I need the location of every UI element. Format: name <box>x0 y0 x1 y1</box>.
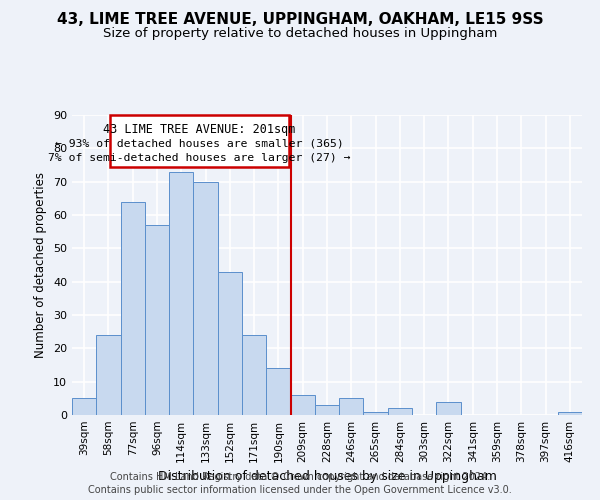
Bar <box>266 368 290 415</box>
Bar <box>558 412 582 415</box>
Text: ← 93% of detached houses are smaller (365): ← 93% of detached houses are smaller (36… <box>55 138 344 148</box>
Bar <box>339 398 364 415</box>
Bar <box>145 225 169 415</box>
Bar <box>121 202 145 415</box>
Text: 7% of semi-detached houses are larger (27) →: 7% of semi-detached houses are larger (2… <box>48 154 351 164</box>
Bar <box>218 272 242 415</box>
Bar <box>388 408 412 415</box>
Text: 43 LIME TREE AVENUE: 201sqm: 43 LIME TREE AVENUE: 201sqm <box>103 124 296 136</box>
Text: Contains HM Land Registry data © Crown copyright and database right 2024.: Contains HM Land Registry data © Crown c… <box>110 472 490 482</box>
Bar <box>315 405 339 415</box>
Text: Contains public sector information licensed under the Open Government Licence v3: Contains public sector information licen… <box>88 485 512 495</box>
Bar <box>72 398 96 415</box>
Bar <box>436 402 461 415</box>
Text: 43, LIME TREE AVENUE, UPPINGHAM, OAKHAM, LE15 9SS: 43, LIME TREE AVENUE, UPPINGHAM, OAKHAM,… <box>56 12 544 28</box>
Bar <box>193 182 218 415</box>
X-axis label: Distribution of detached houses by size in Uppingham: Distribution of detached houses by size … <box>158 470 496 484</box>
Y-axis label: Number of detached properties: Number of detached properties <box>34 172 47 358</box>
Bar <box>242 335 266 415</box>
Text: Size of property relative to detached houses in Uppingham: Size of property relative to detached ho… <box>103 28 497 40</box>
Bar <box>96 335 121 415</box>
Bar <box>364 412 388 415</box>
Bar <box>169 172 193 415</box>
FancyBboxPatch shape <box>110 115 289 166</box>
Bar <box>290 395 315 415</box>
